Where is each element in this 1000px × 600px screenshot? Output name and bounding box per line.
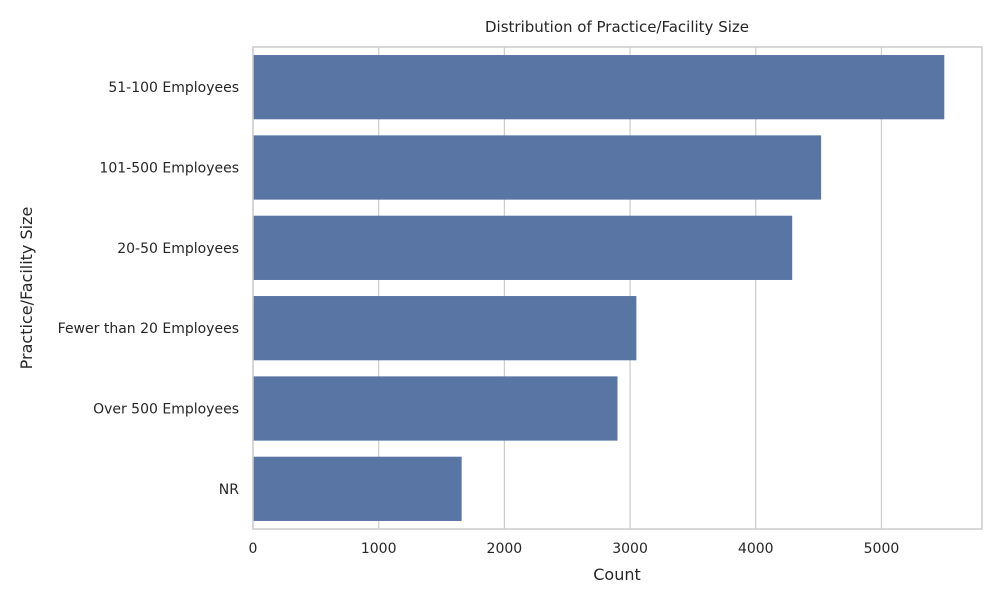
chart-title: Distribution of Practice/Facility Size bbox=[485, 18, 749, 36]
x-tick-labels: 0 1000 2000 3000 4000 5000 bbox=[249, 541, 900, 557]
y-tick-label: 51-100 Employees bbox=[108, 80, 239, 96]
x-tick-label: 1000 bbox=[361, 541, 397, 557]
bar bbox=[253, 376, 618, 441]
x-axis-label: Count bbox=[593, 565, 641, 584]
y-tick-label: NR bbox=[219, 482, 239, 498]
bar bbox=[253, 456, 462, 521]
y-tick-label: Over 500 Employees bbox=[93, 402, 239, 418]
x-tick-label: 4000 bbox=[738, 541, 774, 557]
x-tick-label: 5000 bbox=[864, 541, 900, 557]
y-axis-label: Practice/Facility Size bbox=[17, 207, 36, 370]
bar bbox=[253, 215, 793, 280]
x-tick-label: 0 bbox=[249, 541, 258, 557]
x-tick-label: 2000 bbox=[487, 541, 523, 557]
bar bbox=[253, 135, 822, 200]
x-tick-label: 3000 bbox=[612, 541, 648, 557]
bar bbox=[253, 296, 637, 361]
y-tick-label: Fewer than 20 Employees bbox=[58, 321, 239, 337]
y-tick-labels: 51-100 Employees 101-500 Employees 20-50 E… bbox=[58, 80, 240, 498]
plot-frame bbox=[252, 46, 983, 530]
bar bbox=[253, 55, 945, 120]
y-tick-label: 20-50 Employees bbox=[117, 241, 239, 257]
bars bbox=[253, 55, 945, 521]
y-tick-label: 101-500 Employees bbox=[99, 161, 239, 177]
